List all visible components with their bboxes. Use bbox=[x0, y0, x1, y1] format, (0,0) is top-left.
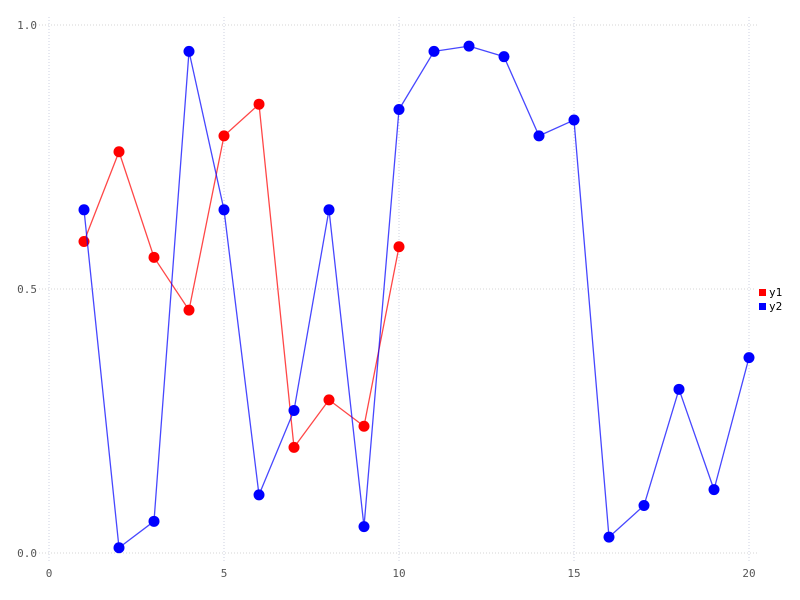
x-axis-tick-label: 20 bbox=[742, 567, 755, 580]
legend-label-y2: y2 bbox=[769, 300, 782, 313]
legend-label-y1: y1 bbox=[769, 286, 782, 299]
data-point-y1-x6 bbox=[253, 98, 265, 110]
data-point-y2-x4 bbox=[183, 45, 195, 57]
data-point-y2-x1 bbox=[78, 204, 90, 216]
data-point-y2-x13 bbox=[498, 51, 510, 63]
data-point-y1-x5 bbox=[218, 130, 230, 142]
y-axis-tick-label: 0.5 bbox=[17, 283, 37, 296]
y-axis-tick-label: 0.0 bbox=[17, 547, 37, 560]
data-point-y1-x7 bbox=[288, 441, 300, 453]
data-point-y2-x17 bbox=[638, 499, 650, 511]
legend-swatch-y2 bbox=[759, 303, 766, 310]
data-point-y2-x20 bbox=[743, 352, 755, 364]
data-point-y2-x3 bbox=[148, 515, 160, 527]
data-point-y2-x15 bbox=[568, 114, 580, 126]
data-point-y2-x18 bbox=[673, 383, 685, 395]
data-point-y1-x3 bbox=[148, 251, 160, 263]
x-axis-tick-label: 10 bbox=[392, 567, 405, 580]
data-point-y2-x8 bbox=[323, 204, 335, 216]
data-point-y2-x14 bbox=[533, 130, 545, 142]
data-point-y1-x8 bbox=[323, 394, 335, 406]
x-axis-tick-label: 5 bbox=[221, 567, 228, 580]
data-point-y1-x4 bbox=[183, 304, 195, 316]
data-point-y2-x12 bbox=[463, 40, 475, 52]
data-point-y2-x5 bbox=[218, 204, 230, 216]
x-axis-tick-label: 15 bbox=[567, 567, 580, 580]
x-axis-tick-label: 0 bbox=[46, 567, 53, 580]
data-point-y2-x2 bbox=[113, 542, 125, 554]
data-point-y1-x10 bbox=[393, 241, 405, 253]
data-point-y1-x2 bbox=[113, 146, 125, 158]
data-point-y2-x10 bbox=[393, 103, 405, 115]
data-point-y2-x9 bbox=[358, 521, 370, 533]
data-point-y2-x6 bbox=[253, 489, 265, 501]
series-line-y1 bbox=[83, 103, 400, 449]
legend-swatch-y1 bbox=[759, 289, 766, 296]
y-axis-tick-label: 1.0 bbox=[17, 19, 37, 32]
data-point-y1-x9 bbox=[358, 420, 370, 432]
data-point-y2-x16 bbox=[603, 531, 615, 543]
data-point-y2-x11 bbox=[428, 45, 440, 57]
series-line-y2 bbox=[83, 45, 750, 549]
data-point-y2-x19 bbox=[708, 484, 720, 496]
data-point-y2-x7 bbox=[288, 404, 300, 416]
